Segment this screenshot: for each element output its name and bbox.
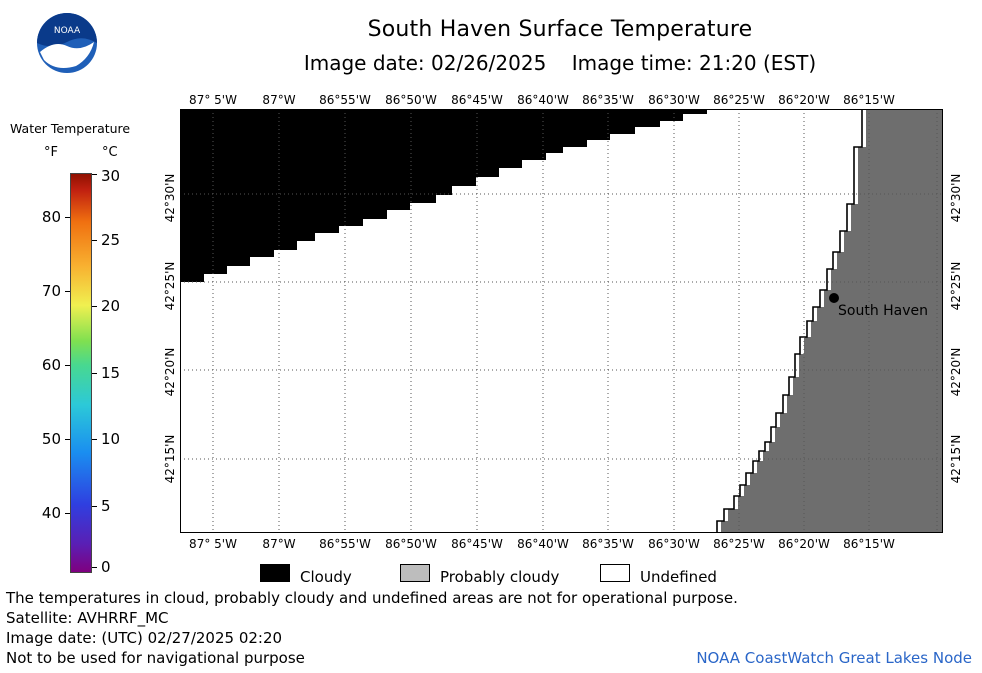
lon-label-bottom: 86°40'W [517, 537, 569, 551]
coastline [716, 109, 863, 533]
navigation-warning: Not to be used for navigational purpose [6, 649, 305, 667]
lat-label-right: 42°25'N [949, 261, 963, 311]
lon-label-bottom: 86°55'W [319, 537, 371, 551]
c-tick-30: 30 [101, 167, 121, 185]
lat-label-left: 42°20'N [163, 347, 177, 397]
legend-title: Water Temperature [10, 121, 131, 136]
undefined-swatch [600, 564, 630, 582]
c-tick-5: 5 [101, 497, 111, 515]
lat-label-right: 42°20'N [949, 347, 963, 397]
c-tick-mark [92, 174, 97, 175]
lon-label-bottom: 86°25'W [713, 537, 765, 551]
page-title: South Haven Surface Temperature [367, 17, 753, 42]
c-tick-10: 10 [101, 430, 121, 448]
f-tick-mark [65, 365, 70, 366]
lon-label-bottom: 86°45'W [451, 537, 503, 551]
lon-label-bottom: 86°35'W [582, 537, 634, 551]
c-tick-mark [92, 506, 97, 507]
probably-cloudy-key-label: Probably cloudy [440, 568, 560, 586]
c-tick-mark [92, 373, 97, 374]
satellite-text: Satellite: AVHRRF_MC [6, 609, 169, 627]
f-tick-mark [65, 291, 70, 292]
lon-label-bottom: 87° 5'W [189, 537, 237, 551]
f-tick-mark [65, 217, 70, 218]
cloudy-region [180, 109, 707, 282]
lat-label-left: 42°30'N [163, 173, 177, 223]
f-tick-mark [65, 513, 70, 514]
cloudy-swatch [260, 564, 290, 582]
c-tick-mark [92, 567, 97, 568]
lon-label-top: 86°45'W [451, 93, 503, 107]
lat-label-right: 42°15'N [949, 434, 963, 484]
f-tick-50: 50 [41, 430, 61, 448]
disclaimer-text: The temperatures in cloud, probably clou… [6, 589, 738, 607]
south-haven-marker[interactable] [829, 293, 839, 303]
lon-label-bottom: 86°20'W [778, 537, 830, 551]
logo-text: NOAA [54, 26, 81, 36]
cloudy-key-label: Cloudy [300, 568, 352, 586]
c-tick-mark [92, 240, 97, 241]
unit-fahrenheit: °F [44, 145, 58, 160]
f-tick-mark [65, 439, 70, 440]
probably-cloudy-swatch [400, 564, 430, 582]
lon-label-top: 86°15'W [843, 93, 895, 107]
utc-date-text: Image date: (UTC) 02/27/2025 02:20 [6, 629, 283, 647]
lon-label-top: 87°W [262, 93, 296, 107]
credit-link[interactable]: NOAA CoastWatch Great Lakes Node [696, 649, 972, 667]
undefined-key-label: Undefined [640, 568, 717, 586]
lon-label-top: 86°35'W [582, 93, 634, 107]
c-tick-mark [92, 306, 97, 307]
lon-label-bottom: 86°15'W [843, 537, 895, 551]
lat-label-left: 42°15'N [163, 434, 177, 484]
lon-label-top: 86°30'W [648, 93, 700, 107]
c-tick-20: 20 [101, 297, 121, 315]
c-tick-15: 15 [101, 364, 121, 382]
temperature-colorbar [70, 173, 92, 573]
graticule [180, 109, 943, 533]
c-tick-0: 0 [101, 558, 111, 576]
noaa-logo: NOAA [37, 13, 97, 73]
c-tick-25: 25 [101, 231, 121, 249]
lon-label-bottom: 86°30'W [648, 537, 700, 551]
lon-label-top: 86°20'W [778, 93, 830, 107]
lon-label-top: 86°50'W [385, 93, 437, 107]
lat-label-left: 42°25'N [163, 261, 177, 311]
south-haven-label: South Haven [838, 303, 929, 319]
lon-label-bottom: 86°50'W [385, 537, 437, 551]
image-datetime: Image date: 02/26/2025 Image time: 21:20… [303, 51, 817, 75]
f-tick-80: 80 [41, 208, 61, 226]
unit-celsius: °C [102, 145, 118, 160]
lat-label-right: 42°30'N [949, 173, 963, 223]
map-frame [180, 109, 943, 533]
c-tick-mark [92, 439, 97, 440]
lon-label-top: 86°55'W [319, 93, 371, 107]
lon-label-bottom: 87°W [262, 537, 296, 551]
f-tick-40: 40 [41, 504, 61, 522]
f-tick-60: 60 [41, 356, 61, 374]
f-tick-70: 70 [41, 282, 61, 300]
temperature-map[interactable] [180, 109, 943, 533]
lon-label-top: 86°25'W [713, 93, 765, 107]
lon-label-top: 87° 5'W [189, 93, 237, 107]
lon-label-top: 86°40'W [517, 93, 569, 107]
